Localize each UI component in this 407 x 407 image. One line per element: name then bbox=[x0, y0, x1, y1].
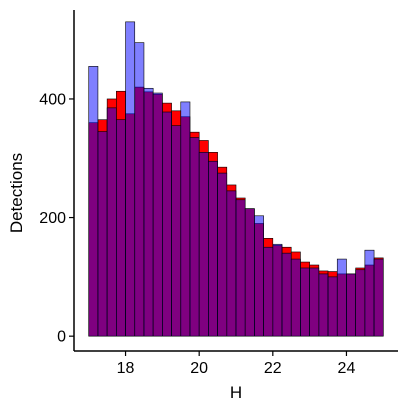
blue-bar bbox=[217, 172, 228, 337]
blue-bar bbox=[364, 249, 375, 337]
blue-bar bbox=[97, 131, 108, 337]
blue-bar bbox=[116, 119, 126, 337]
blue-bar bbox=[143, 87, 154, 337]
blue-bar bbox=[235, 199, 246, 337]
x-tick-label: 24 bbox=[338, 360, 356, 377]
blue-series-bars bbox=[88, 21, 384, 337]
blue-bar bbox=[88, 66, 99, 337]
blue-bar bbox=[355, 269, 366, 337]
y-axis-ticks: 0 200 400 bbox=[39, 91, 74, 346]
blue-bar bbox=[134, 42, 145, 337]
blue-bar bbox=[198, 152, 209, 337]
blue-bar bbox=[309, 267, 320, 337]
blue-bar bbox=[171, 125, 182, 337]
y-tick-label: 400 bbox=[39, 91, 66, 108]
blue-bar bbox=[263, 246, 274, 337]
y-axis-title: Detections bbox=[7, 153, 26, 233]
blue-bar bbox=[336, 258, 347, 337]
blue-bar bbox=[254, 215, 264, 337]
y-tick-label: 200 bbox=[39, 210, 66, 227]
blue-bar bbox=[318, 273, 329, 337]
x-tick-label: 18 bbox=[117, 360, 135, 377]
blue-bar bbox=[106, 107, 117, 337]
blue-bar bbox=[290, 258, 301, 337]
x-axis-ticks: 18 20 22 24 bbox=[117, 351, 356, 377]
blue-bar bbox=[189, 137, 200, 337]
x-tick-label: 22 bbox=[264, 360, 282, 377]
blue-bar bbox=[272, 243, 283, 337]
blue-bar bbox=[346, 273, 356, 337]
blue-bar bbox=[208, 160, 218, 337]
blue-bar bbox=[300, 267, 310, 337]
blue-bar bbox=[327, 276, 338, 337]
x-tick-label: 20 bbox=[190, 360, 208, 377]
blue-bar bbox=[162, 111, 172, 337]
blue-bar bbox=[226, 190, 237, 337]
blue-bar bbox=[152, 92, 163, 337]
blue-bar bbox=[125, 21, 136, 337]
blue-bar bbox=[180, 101, 191, 337]
y-tick-label: 0 bbox=[57, 329, 66, 346]
blue-bar bbox=[281, 252, 292, 337]
x-axis-title: H bbox=[230, 383, 242, 402]
blue-bar bbox=[373, 258, 384, 337]
blue-bar bbox=[244, 208, 255, 337]
